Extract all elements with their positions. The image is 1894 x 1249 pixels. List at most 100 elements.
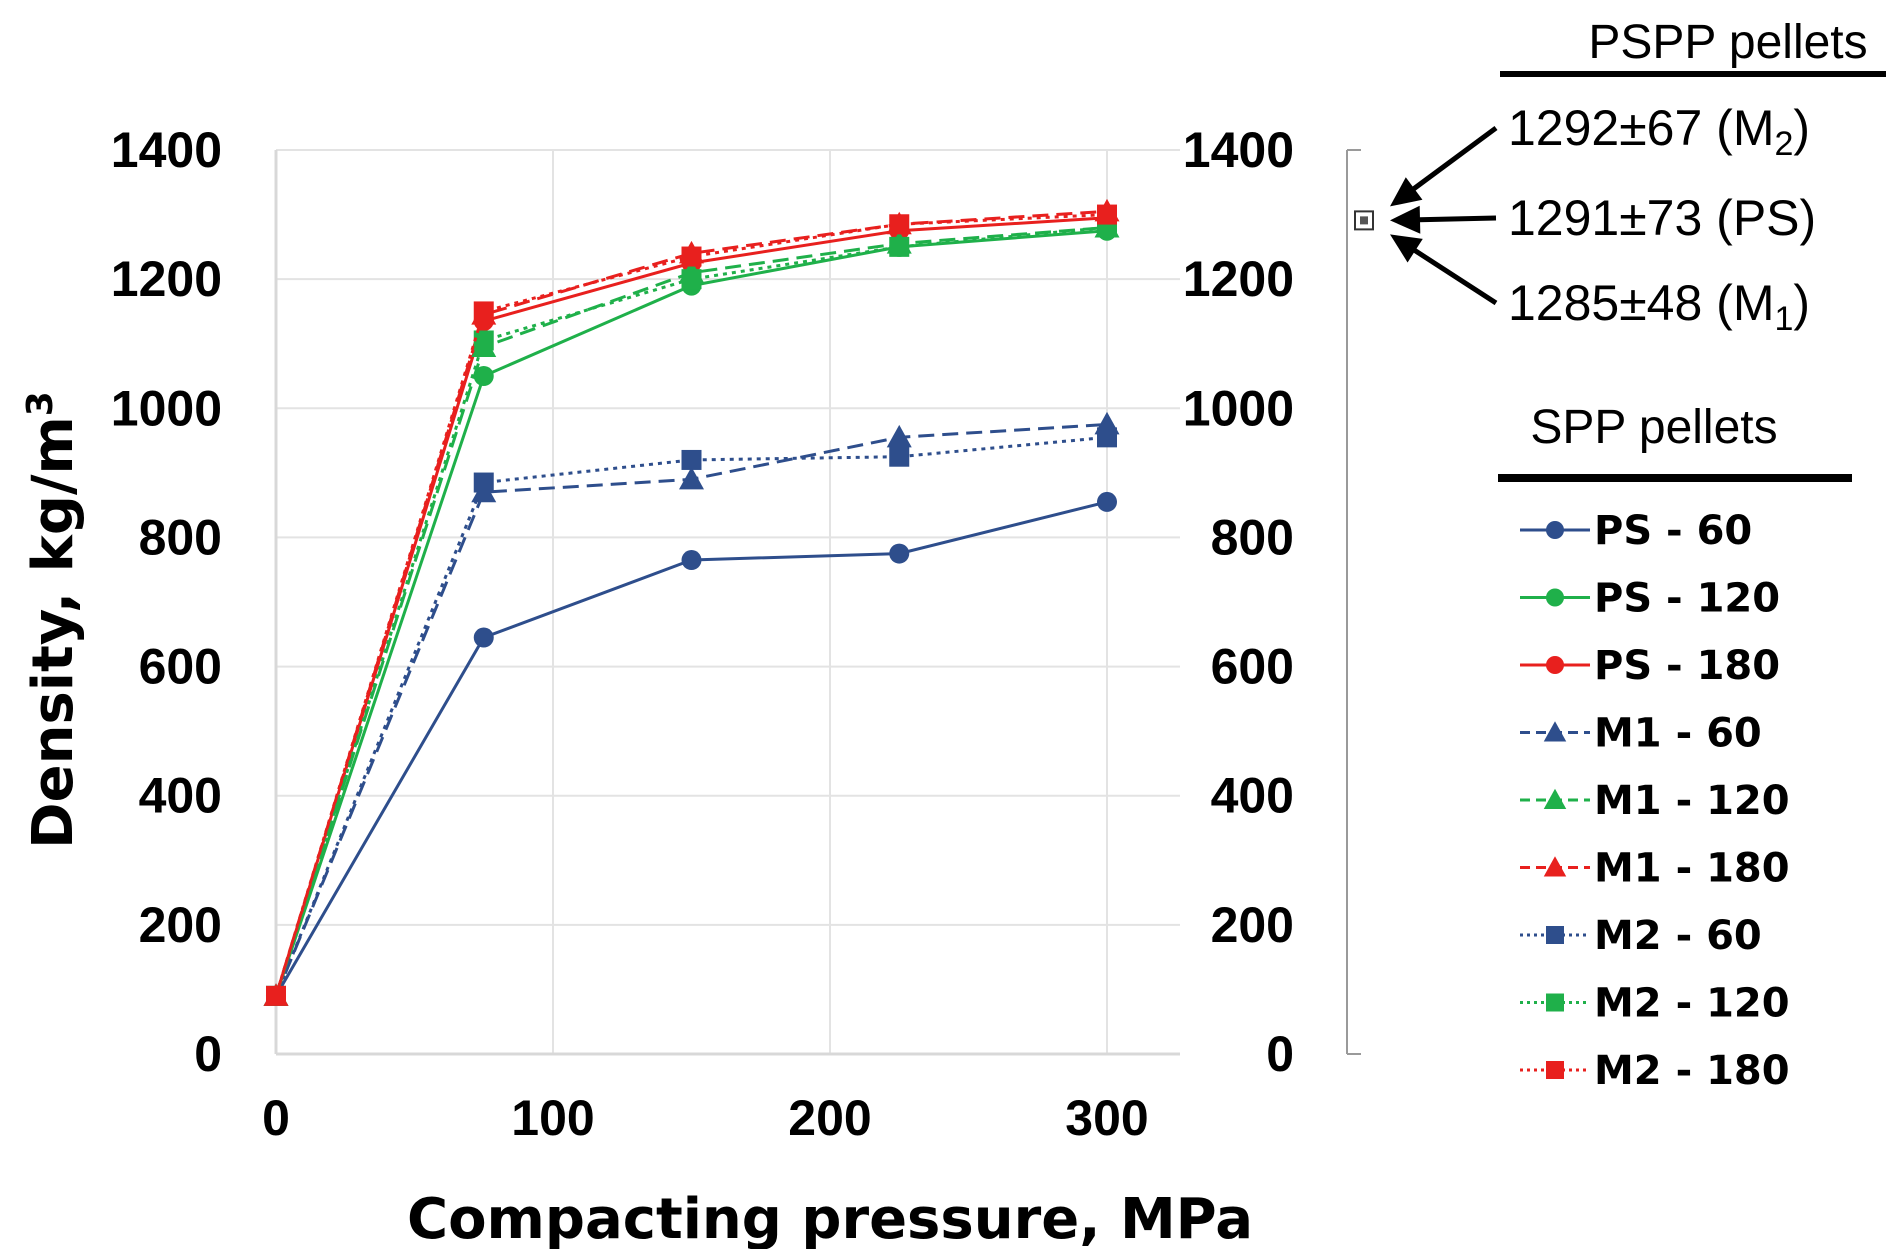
y-tick-label: 400 bbox=[139, 768, 222, 824]
series-6 bbox=[266, 427, 1117, 1006]
pspp-header: PSPP pellets bbox=[1588, 16, 1867, 69]
legend-item-5: M1 - 180 bbox=[1520, 846, 1790, 892]
legend-label: M1 - 180 bbox=[1594, 846, 1790, 892]
y-axis-title-superscript: 3 bbox=[20, 391, 61, 416]
data-point-square bbox=[681, 246, 702, 267]
series-5 bbox=[263, 198, 1120, 1006]
series-line bbox=[274, 229, 1108, 997]
pspp-arrow-line bbox=[1406, 125, 1498, 196]
pspp-annotation-label: 1291±73 (PS) bbox=[1508, 190, 1816, 246]
y-axis-title: Density, kg/m3 bbox=[20, 391, 86, 849]
data-point-square bbox=[889, 236, 910, 257]
legend-label: M2 - 180 bbox=[1594, 1048, 1790, 1094]
y2-tick-label: 200 bbox=[1211, 897, 1294, 953]
data-point-circle bbox=[473, 366, 494, 386]
gridlines bbox=[276, 149, 1180, 1054]
data-point-square bbox=[473, 472, 494, 493]
legend-label: M2 - 60 bbox=[1594, 913, 1762, 959]
legend-item-6: M2 - 60 bbox=[1520, 913, 1762, 959]
y-axis-title-main: Density, kg/m bbox=[21, 416, 86, 849]
series-8 bbox=[266, 204, 1117, 1006]
data-point-square bbox=[889, 214, 910, 235]
y-tick-label: 0 bbox=[194, 1026, 222, 1082]
data-point-triangle bbox=[1543, 788, 1567, 809]
y2-tick-label: 400 bbox=[1211, 768, 1294, 824]
series-line bbox=[274, 225, 1108, 997]
data-point-square bbox=[1097, 204, 1117, 225]
legend-item-8: M2 - 180 bbox=[1520, 1048, 1790, 1094]
y2-tick-label: 600 bbox=[1211, 639, 1294, 695]
y2-tick-label: 1000 bbox=[1183, 380, 1294, 436]
data-point-circle bbox=[1546, 521, 1564, 539]
data-point-square bbox=[1546, 993, 1564, 1012]
data-point-triangle bbox=[679, 466, 704, 490]
pspp-data-point-inner bbox=[1360, 216, 1368, 225]
y2-tick-label: 1400 bbox=[1183, 122, 1294, 178]
legend-item-4: M1 - 120 bbox=[1520, 778, 1790, 824]
data-point-circle bbox=[1546, 588, 1564, 607]
data-point-square bbox=[266, 985, 286, 1006]
pspp-arrow-line bbox=[1406, 243, 1498, 306]
series-line bbox=[274, 500, 1108, 997]
pspp-arrow-line bbox=[1407, 215, 1497, 223]
data-point-circle bbox=[1546, 656, 1564, 674]
series-line bbox=[274, 435, 1108, 997]
legend-item-7: M2 - 120 bbox=[1520, 981, 1790, 1027]
data-point-circle bbox=[889, 543, 910, 564]
pspp-annotation-label: 1292±67 (M2) bbox=[1508, 100, 1810, 163]
legend-label: PS - 180 bbox=[1594, 643, 1780, 689]
y2-tick-label: 1200 bbox=[1183, 251, 1294, 307]
y2-tick-label: 800 bbox=[1211, 509, 1294, 565]
pspp-annotation-label: 1285±48 (M1) bbox=[1508, 275, 1810, 338]
legend-title: SPP pellets bbox=[1530, 401, 1777, 454]
series-line bbox=[274, 225, 1108, 997]
data-point-square bbox=[681, 449, 702, 470]
data-point-square bbox=[1546, 926, 1564, 944]
data-point-triangle bbox=[1543, 856, 1567, 877]
x-axis-title: Compacting pressure, MPa bbox=[407, 1187, 1253, 1249]
data-point-triangle bbox=[886, 424, 912, 448]
y-tick-label: 1200 bbox=[111, 251, 222, 307]
x-tick-label: 300 bbox=[1065, 1090, 1148, 1146]
y-tick-label: 1000 bbox=[111, 380, 222, 436]
series-layer bbox=[263, 198, 1120, 1006]
data-point-square bbox=[473, 330, 494, 351]
data-point-square bbox=[1546, 1061, 1564, 1079]
y2-tick-label: 0 bbox=[1266, 1026, 1294, 1082]
data-point-circle bbox=[681, 550, 702, 571]
y-tick-label: 600 bbox=[139, 639, 222, 695]
x-tick-label: 100 bbox=[511, 1090, 594, 1146]
series-4 bbox=[263, 214, 1120, 1006]
legend-label: M1 - 60 bbox=[1594, 711, 1762, 757]
axes bbox=[274, 149, 1361, 1056]
legend: SPP pellets PS - 60 PS - 120 PS - 180 M1 - 6… bbox=[1498, 401, 1852, 1094]
legend-item-2: PS - 180 bbox=[1520, 643, 1780, 689]
data-point-square bbox=[473, 301, 494, 322]
y-tick-label: 200 bbox=[139, 897, 222, 953]
series-0 bbox=[266, 491, 1117, 1006]
tick-labels: 0200400600800100012001400020040060080010… bbox=[111, 122, 1294, 1146]
x-tick-label: 0 bbox=[262, 1090, 290, 1146]
legend-label: M1 - 120 bbox=[1594, 778, 1790, 824]
legend-label: PS - 120 bbox=[1594, 576, 1780, 622]
data-point-square bbox=[1097, 427, 1117, 448]
legend-item-0: PS - 60 bbox=[1520, 508, 1752, 554]
data-point-circle bbox=[473, 627, 494, 648]
pspp-arrow-head bbox=[1390, 177, 1423, 207]
legend-label: PS - 60 bbox=[1594, 508, 1752, 554]
legend-item-1: PS - 120 bbox=[1520, 576, 1780, 622]
pspp-arrow-head bbox=[1390, 234, 1423, 263]
pspp-annotation: PSPP pellets 1292±67 (M2) 1291±73 (PS) 1285… bbox=[1354, 16, 1886, 338]
data-point-square bbox=[681, 269, 702, 290]
legend-item-3: M1 - 60 bbox=[1520, 711, 1762, 757]
data-point-triangle bbox=[1543, 721, 1567, 742]
legend-label: M2 - 120 bbox=[1594, 981, 1790, 1027]
series-line bbox=[274, 422, 1108, 997]
data-point-circle bbox=[1097, 491, 1117, 512]
y-tick-label: 800 bbox=[139, 509, 222, 565]
data-point-square bbox=[889, 446, 910, 467]
x-tick-label: 200 bbox=[788, 1090, 871, 1146]
y-tick-label: 1400 bbox=[111, 122, 222, 178]
pspp-arrow-head bbox=[1390, 205, 1421, 234]
